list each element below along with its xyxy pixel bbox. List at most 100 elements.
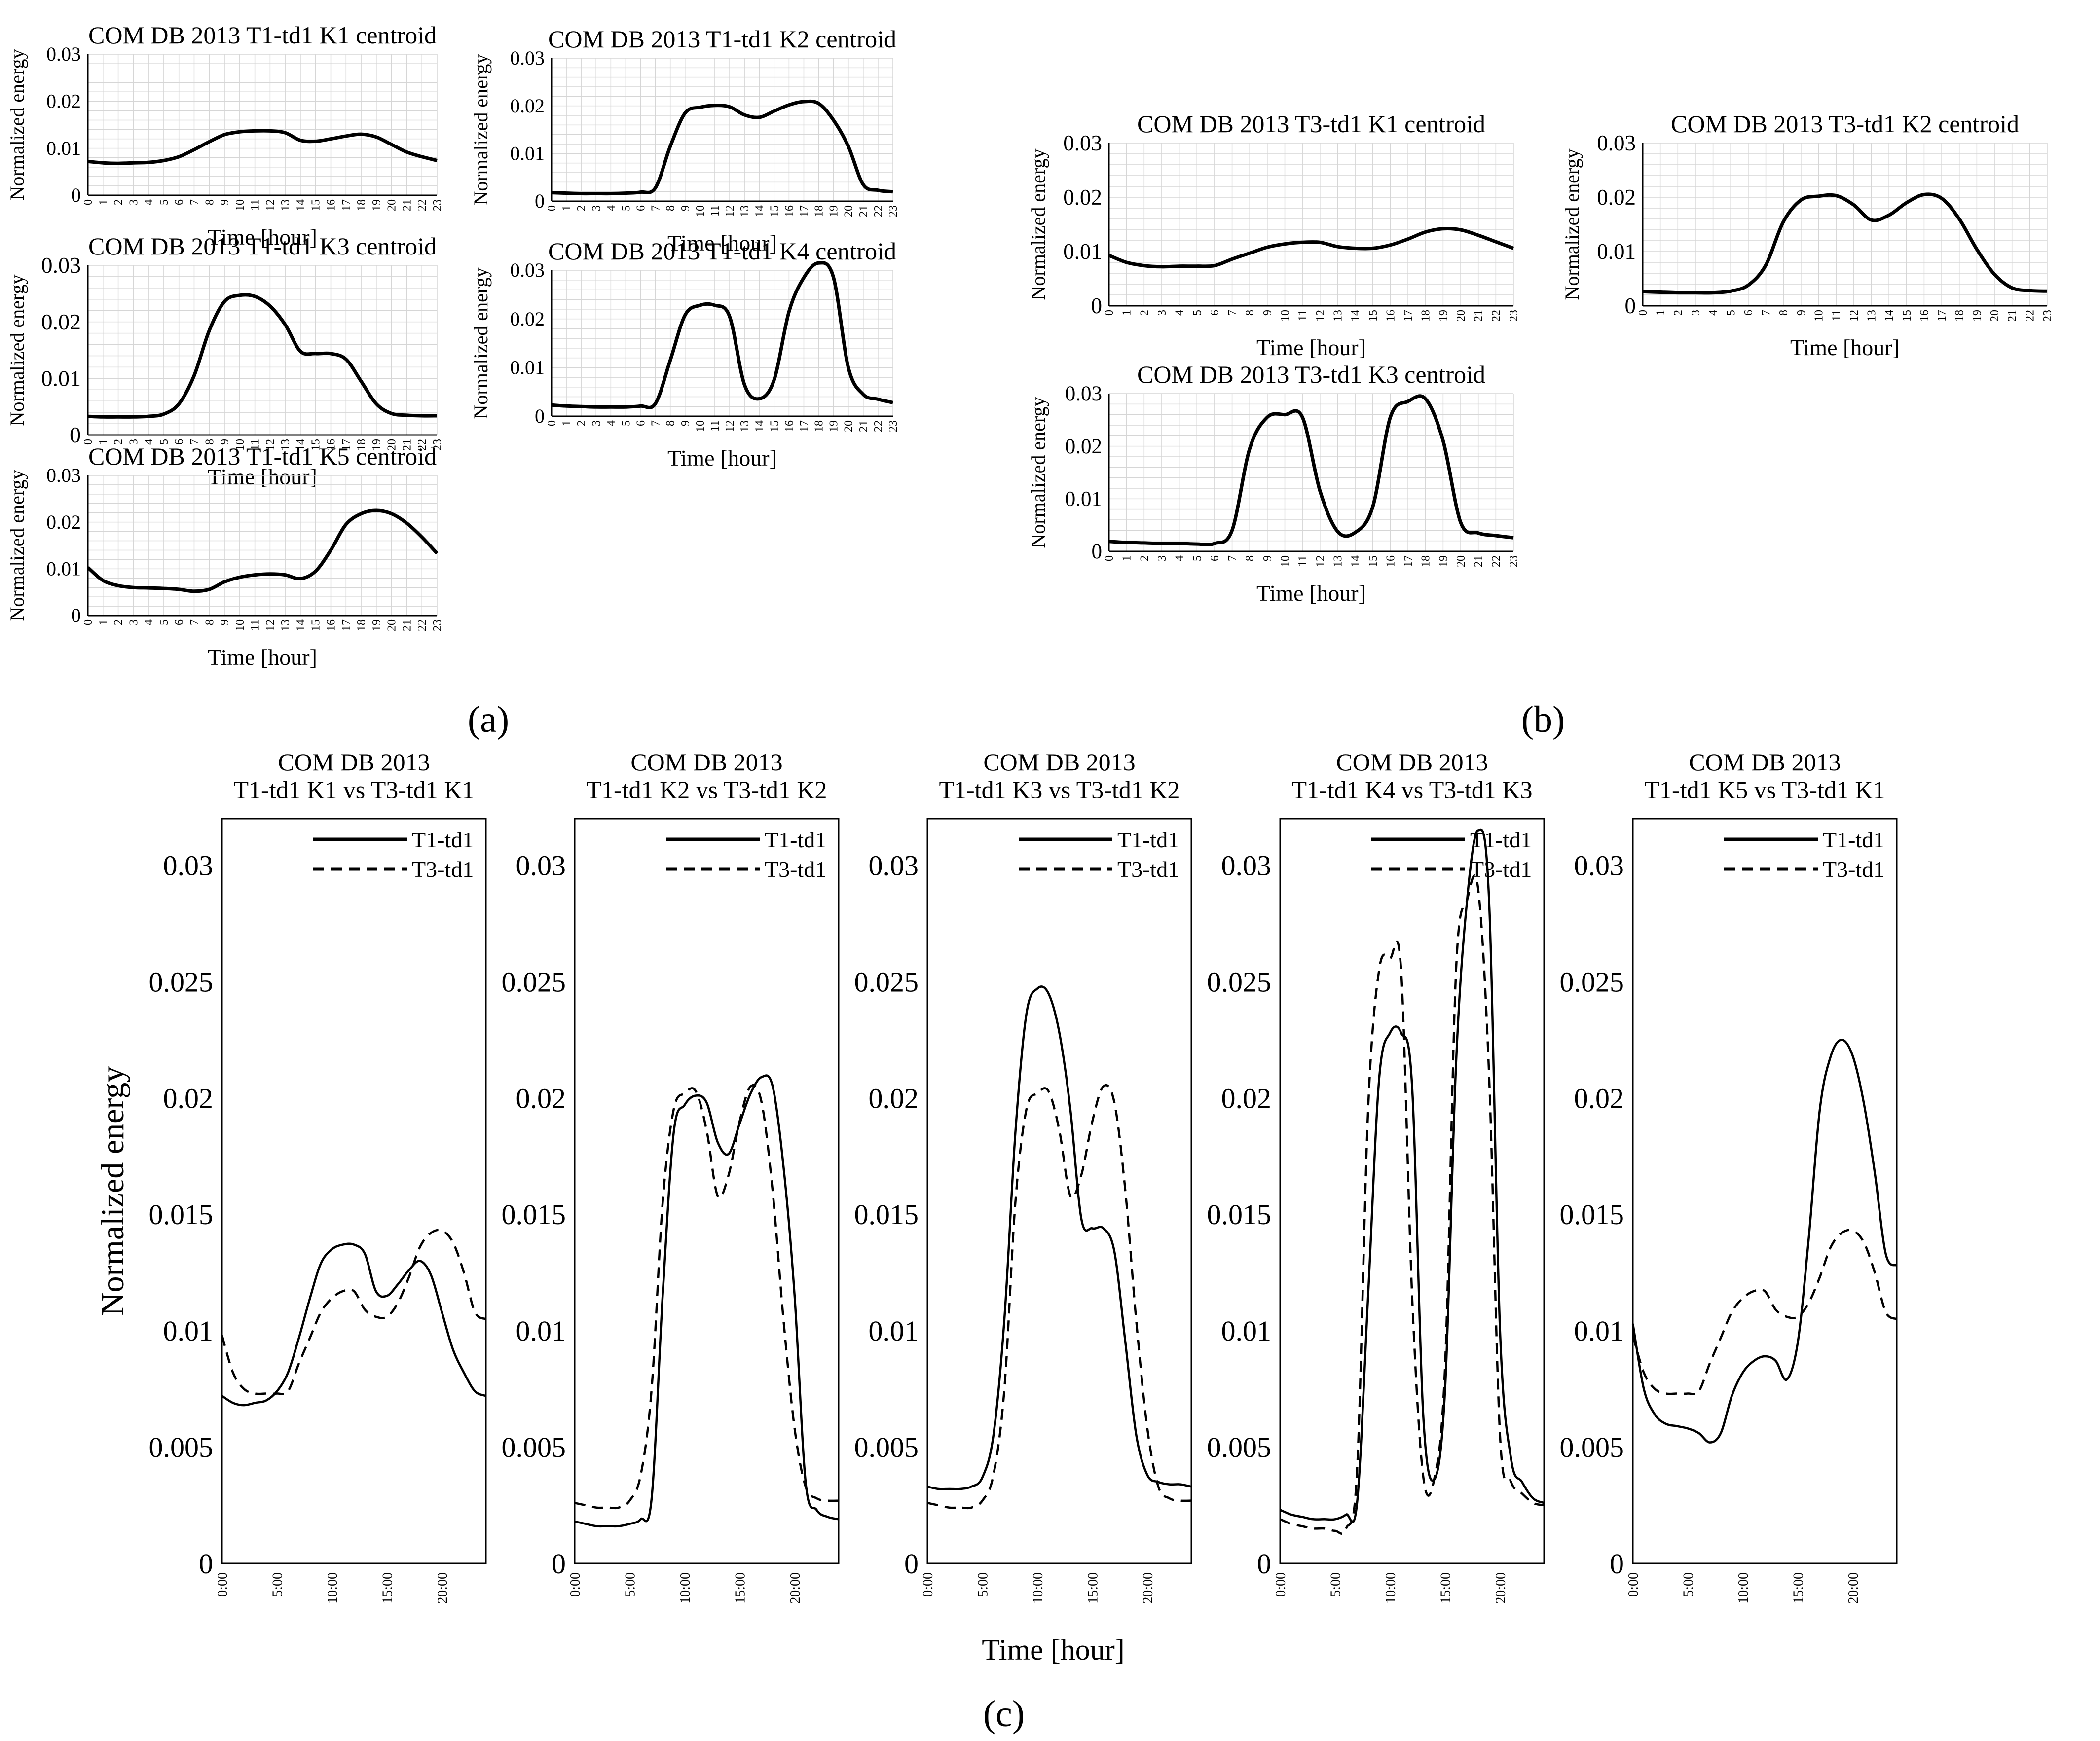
x-tick-label: 0:00 (921, 1572, 936, 1597)
y-tick-label: 0.01 (163, 1315, 214, 1347)
chart-title: COM DB 2013 (1336, 748, 1488, 776)
y-tick-label: 0.02 (46, 90, 81, 112)
y-tick-label: 0.01 (510, 143, 545, 165)
x-tick-label: 15 (1367, 555, 1380, 567)
x-tick-label: 3 (1690, 310, 1702, 316)
x-tick-label: 3 (590, 205, 603, 211)
chart-c5: 0 0.005 0.01 0.015 0.02 0.025 0.03 0:00 5:00 10:0… (1560, 748, 1898, 1604)
x-tick-label: 5:00 (975, 1572, 991, 1597)
x-tick-label: 22 (872, 420, 885, 432)
x-tick-label: 15:00 (380, 1572, 395, 1604)
x-tick-label: 15 (768, 420, 781, 432)
x-tick-label: 8 (664, 205, 677, 211)
series-line-t1-td1 (221, 1242, 486, 1407)
x-tick-label: 22 (2024, 310, 2036, 322)
y-tick-label: 0.03 (163, 849, 214, 881)
x-tick-label: 19 (1437, 310, 1450, 322)
y-tick-label: 0.01 (46, 558, 81, 580)
chart-title: COM DB 2013 T3-td1 K3 centroid (1137, 361, 1485, 388)
x-tick-label: 0 (82, 619, 95, 625)
legend-label-t3-td1: T3-td1 (765, 857, 826, 882)
x-axis-label: Time [hour] (982, 1633, 1124, 1666)
x-axis-label: Time [hour] (1256, 580, 1366, 606)
y-tick-label: 0.025 (1207, 966, 1272, 998)
x-tick-label: 15 (1901, 310, 1914, 322)
y-tick-label: 0.03 (1597, 131, 1636, 155)
x-tick-label: 13 (1331, 310, 1344, 322)
y-tick-label: 0 (904, 1548, 919, 1580)
x-tick-label: 21 (2006, 310, 2019, 322)
chart-b3: 00.010.020.030 1 2 3 4 5 6 7 8 9 10 11 12 13 14 15 16 17 1… (1027, 361, 1520, 606)
x-tick-label: 11 (249, 619, 262, 631)
x-tick-label: 22 (872, 205, 885, 217)
y-tick-label: 0 (71, 604, 81, 626)
x-tick-label: 18 (1420, 310, 1433, 322)
legend-label-t3-td1: T3-td1 (1117, 857, 1179, 882)
chart-title: COM DB 2013 T1-td1 K4 centroid (548, 237, 896, 265)
y-tick-label: 0.02 (1597, 185, 1636, 210)
y-tick-label: 0.02 (1063, 185, 1102, 210)
x-tick-label: 13 (738, 420, 751, 432)
x-tick-label: 0:00 (215, 1572, 230, 1597)
x-tick-label: 1 (1121, 310, 1134, 316)
x-tick-label: 17 (798, 420, 811, 432)
x-tick-label: 20:00 (1846, 1572, 1861, 1604)
chart-c3: 0 0.005 0.01 0.015 0.02 0.025 0.03 0:00 5:00 10:0… (854, 748, 1192, 1666)
series-line-t1-td1 (551, 261, 893, 409)
x-tick-label: 20 (843, 205, 855, 217)
x-tick-label: 3 (590, 420, 603, 426)
x-tick-label: 0 (546, 205, 558, 211)
x-tick-label: 6 (1742, 310, 1755, 316)
x-tick-label: 2 (575, 420, 588, 426)
y-tick-label: 0.02 (510, 308, 545, 330)
x-tick-label: 20:00 (1493, 1572, 1509, 1604)
x-tick-label: 0 (546, 420, 558, 426)
x-tick-label: 18 (355, 199, 368, 211)
x-tick-label: 15 (1367, 310, 1380, 322)
x-tick-label: 13 (279, 439, 292, 451)
x-tick-label: 19 (370, 439, 383, 451)
y-tick-label: 0 (1257, 1548, 1271, 1580)
y-tick-label: 0 (1625, 293, 1636, 318)
x-tick-label: 10 (234, 619, 247, 631)
x-tick-label: 5:00 (1681, 1572, 1696, 1597)
x-tick-label: 13 (279, 199, 292, 211)
x-tick-label: 21 (401, 199, 413, 211)
x-tick-label: 14 (1883, 310, 1896, 322)
x-tick-label: 23 (431, 199, 444, 211)
x-tick-label: 5 (158, 619, 171, 625)
y-axis-label: Normalized energy (6, 49, 28, 201)
x-tick-label: 5 (1191, 555, 1204, 561)
x-tick-label: 10:00 (1031, 1572, 1046, 1604)
x-tick-label: 1 (97, 439, 110, 445)
x-tick-label: 1 (1121, 555, 1134, 561)
plot-frame (1632, 818, 1898, 1564)
y-tick-label: 0.02 (1574, 1082, 1624, 1114)
chart-title: COM DB 2013 T1-td1 K2 centroid (548, 25, 896, 53)
chart-title: COM DB 2013 T3-td1 K2 centroid (1671, 110, 2019, 138)
x-tick-label: 2 (1672, 310, 1685, 316)
x-tick-label: 4 (143, 199, 155, 205)
x-tick-label: 16 (325, 439, 338, 451)
panel-label-a: (a) (468, 699, 509, 740)
x-tick-label: 10 (694, 420, 707, 432)
y-tick-label: 0.01 (516, 1315, 566, 1347)
x-tick-label: 20:00 (435, 1572, 450, 1604)
x-tick-label: 4 (1174, 555, 1186, 561)
x-tick-label: 14 (295, 619, 307, 631)
x-tick-label: 23 (887, 205, 900, 217)
x-tick-label: 2 (575, 205, 588, 211)
x-tick-label: 12 (1314, 310, 1327, 322)
x-tick-label: 7 (188, 619, 201, 625)
x-tick-label: 12 (724, 205, 737, 217)
x-tick-label: 16 (783, 205, 796, 217)
y-axis-label: Normalized energy (1561, 149, 1583, 300)
x-tick-label: 5:00 (623, 1572, 638, 1597)
y-tick-label: 0.015 (1560, 1198, 1624, 1231)
x-tick-label: 11 (1296, 310, 1309, 321)
x-tick-label: 1 (1655, 310, 1667, 316)
x-tick-label: 12 (1314, 555, 1327, 567)
chart-c2: 0 0.005 0.01 0.015 0.02 0.025 0.03 0:00 5:00 10:0… (502, 748, 840, 1604)
x-tick-label: 13 (279, 619, 292, 631)
x-tick-label: 19 (370, 619, 383, 631)
